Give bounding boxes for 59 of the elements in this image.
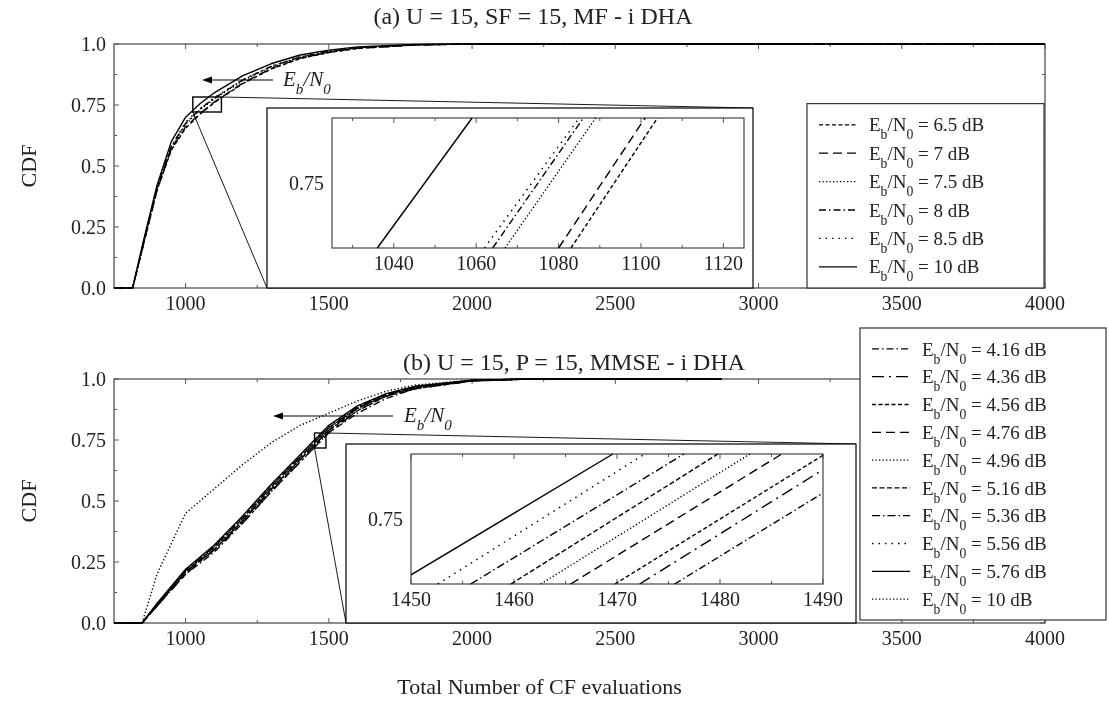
chart-title: (b) U = 15, P = 15, MMSE - i DHA <box>402 349 746 375</box>
x-tick-label: 1000 <box>165 292 206 314</box>
x-tick-label: 2000 <box>452 292 493 314</box>
x-axis-title: Total Number of CF evaluations <box>397 674 682 699</box>
legend-label: E$_{b}$/N$_{0}$ = 5.16 dB <box>922 477 1047 506</box>
x-tick-label: 2500 <box>595 627 636 649</box>
x-tick-label: 1000 <box>165 627 206 649</box>
legend-label: E$_{b}$/N$_{0}$ = 7.5 dB <box>869 171 985 199</box>
x-tick-label: 1100 <box>621 252 661 274</box>
y-axis-title: CDF <box>16 144 41 188</box>
x-tick-label: 2000 <box>452 627 493 649</box>
x-tick-label: 1450 <box>391 588 431 610</box>
legend-label: E$_{b}$/N$_{0}$ = 4.16 dB <box>922 338 1047 367</box>
y-tick-label: 0.75 <box>71 429 106 451</box>
x-tick-label: 1490 <box>803 588 843 610</box>
x-tick-label: 3500 <box>881 627 922 649</box>
y-tick-label: 1.0 <box>81 368 106 390</box>
y-tick-label: 0.75 <box>71 94 106 116</box>
legend-label: E$_{b}$/N$_{0}$ = 8 dB <box>869 199 970 228</box>
legend-label: E$_{b}$/N$_{0}$ = 4.76 dB <box>922 421 1047 450</box>
legend-label: E$_{b}$/N$_{0}$ = 4.36 dB <box>922 366 1047 394</box>
y-tick-label: 0.0 <box>81 277 106 299</box>
x-tick-label: 1480 <box>700 588 740 610</box>
legend-label: E$_{b}$/N$_{0}$ = 10 dB <box>869 256 980 284</box>
legend-label: E$_{b}$/N$_{0}$ = 5.36 dB <box>922 505 1047 533</box>
x-tick-label: 1500 <box>308 292 349 314</box>
legend-label: E$_{b}$/N$_{0}$ = 5.76 dB <box>922 560 1047 589</box>
legend-label: E$_{b}$/N$_{0}$ = 7 dB <box>869 142 970 171</box>
annotation: 0.75 <box>289 172 324 194</box>
y-tick-label: 0.25 <box>71 216 106 238</box>
legend-label: E$_{b}$/N$_{0}$ = 4.96 dB <box>922 449 1047 478</box>
y-tick-label: 1.0 <box>81 33 106 55</box>
legend-label: E$_{b}$/N$_{0}$ = 8.5 dB <box>869 228 985 256</box>
x-tick-label: 1460 <box>494 588 534 610</box>
y-tick-label: 0.0 <box>81 612 106 634</box>
x-tick-label: 1500 <box>308 627 349 649</box>
x-tick-label: 1120 <box>703 252 744 274</box>
x-tick-label: 1040 <box>373 252 414 274</box>
legend-label: E$_{b}$/N$_{0}$ = 5.56 dB <box>922 533 1047 561</box>
x-tick-label: 1080 <box>538 252 579 274</box>
x-tick-label: 1470 <box>597 588 637 610</box>
x-tick-label: 4000 <box>1025 627 1065 649</box>
chart-title: (a) U = 15, SF = 15, MF - i DHA <box>373 3 694 29</box>
x-tick-label: 3000 <box>738 627 779 649</box>
annotation: 0.75 <box>368 508 403 530</box>
x-tick-label: 4000 <box>1025 292 1065 314</box>
x-tick-label: 1060 <box>456 252 497 274</box>
y-tick-label: 0.5 <box>81 155 106 177</box>
legend-label: E$_{b}$/N$_{0}$ = 4.56 dB <box>922 394 1047 422</box>
annotation: E$_{b}$/N$_{0}$ <box>403 403 453 433</box>
y-tick-label: 0.5 <box>81 490 106 512</box>
y-tick-label: 0.25 <box>71 551 106 573</box>
x-tick-label: 2500 <box>595 292 636 314</box>
legend-label: E$_{b}$/N$_{0}$ = 10 dB <box>922 588 1033 617</box>
x-tick-label: 3000 <box>738 292 779 314</box>
y-axis-title: CDF <box>16 479 41 523</box>
legend-label: E$_{b}$/N$_{0}$ = 6.5 dB <box>869 114 985 142</box>
x-tick-label: 3500 <box>881 292 922 314</box>
annotation: E$_{b}$/N$_{0}$ <box>282 67 332 97</box>
